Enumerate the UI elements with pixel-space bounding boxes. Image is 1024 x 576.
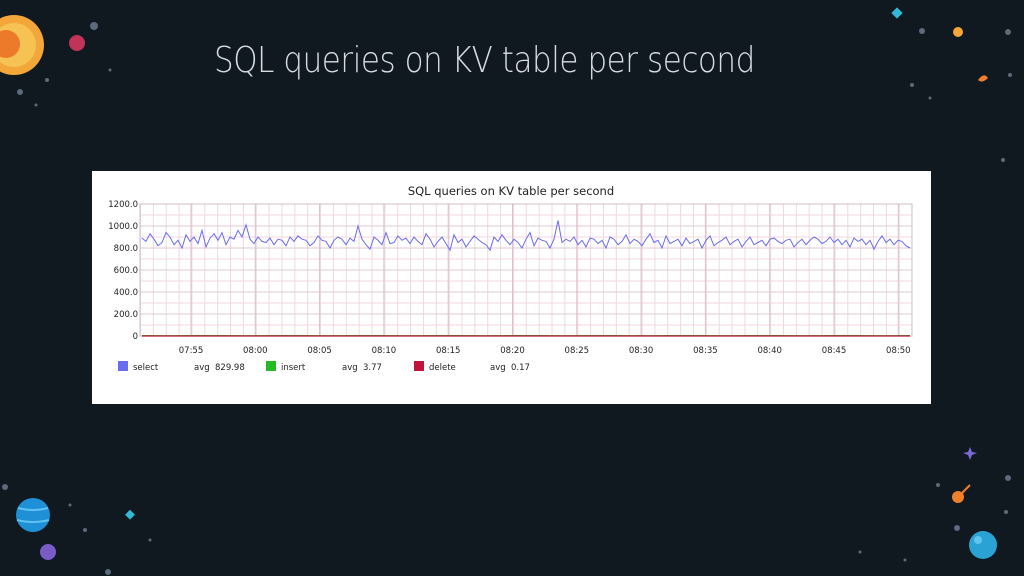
comet-icon [978,75,988,82]
star-dot-icon [34,103,38,107]
x-tick-label: 08:25 [565,346,590,356]
star-dot-icon [1005,29,1011,35]
star-dot-icon [45,78,49,82]
x-tick-label: 08:15 [436,346,461,356]
star-dot-icon [83,528,87,532]
legend-avg-label: avg [490,363,506,373]
y-tick-label: 0 [133,332,138,342]
x-tick-label: 07:55 [179,346,204,356]
legend-label-select: select [133,363,159,373]
star-dot-icon [148,538,152,542]
legend-avg-value-insert: 3.77 [363,363,382,373]
star-dot-icon [1008,73,1012,77]
legend-avg-label: avg [194,363,210,373]
star-dot-icon [1004,510,1008,514]
y-tick-label: 800.0 [114,244,138,254]
meteor-icon [952,484,971,503]
star-dot-icon [68,503,72,507]
planet-blue-icon [16,498,50,532]
star-dot-icon [954,525,960,531]
planet-orange-icon [953,27,963,37]
y-tick-label: 1000.0 [108,222,138,232]
legend-avg-value-delete: 0.17 [511,363,530,373]
y-tick-label: 400.0 [114,288,138,298]
star-dot-icon [858,550,862,554]
star-dot-icon [910,83,914,87]
sparkle-icon [891,7,903,19]
x-tick-label: 08:35 [693,346,718,356]
y-tick-label: 200.0 [114,310,138,320]
x-axis: 07:55 08:00 08:05 08:10 08:15 08:20 08:25 08:30… [179,346,911,356]
y-tick-label: 1200.0 [108,200,138,210]
legend-label-insert: insert [281,363,306,373]
chart: SQL queries on KV table per second 1200.… [108,184,913,373]
star-dot-icon [903,558,907,562]
sun-icon [0,15,44,75]
x-tick-label: 08:45 [822,346,847,356]
star-dot-icon [90,22,98,30]
x-tick-label: 08:20 [500,346,525,356]
legend-swatch-delete [414,361,424,371]
sparkle-icon [125,509,135,520]
star-dot-icon [919,28,925,34]
legend-avg-label: avg [342,363,358,373]
chart-legend: select avg 829.98 insert avg 3.77 delete avg 0.1… [118,361,530,373]
x-tick-label: 08:10 [372,346,397,356]
star-dot-icon [105,569,111,575]
x-tick-label: 08:50 [886,346,911,356]
legend-swatch-insert [266,361,276,371]
planet-red-icon [69,35,85,51]
planet-teal-icon [969,531,997,559]
chart-title: SQL queries on KV table per second [408,184,614,198]
x-tick-label: 08:30 [629,346,654,356]
planet-purple-icon [40,544,56,560]
star-dot-icon [1001,158,1005,162]
star-dot-icon [2,484,8,490]
x-tick-label: 08:40 [757,346,782,356]
legend-label-delete: delete [429,363,456,373]
star-dot-icon [17,89,23,95]
star-purple-icon [963,447,977,460]
x-tick-label: 08:05 [307,346,332,356]
slide-title: SQL queries on KV table per second [214,40,755,81]
series-line-select [141,220,911,252]
x-tick-label: 08:00 [243,346,267,356]
star-dot-icon [936,483,940,487]
chart-panel: SQL queries on KV table per second 1200.… [92,171,931,404]
legend-swatch-select [118,361,128,371]
star-dot-icon [108,68,112,72]
y-axis: 1200.0 1000.0 800.0 600.0 400.0 200.0 0 [108,200,138,342]
y-tick-label: 600.0 [114,266,138,276]
legend-avg-value-select: 829.98 [215,363,245,373]
chart-grid [139,203,913,337]
chart-series [141,220,911,337]
star-dot-icon [1005,475,1011,481]
star-dot-icon [928,96,932,100]
